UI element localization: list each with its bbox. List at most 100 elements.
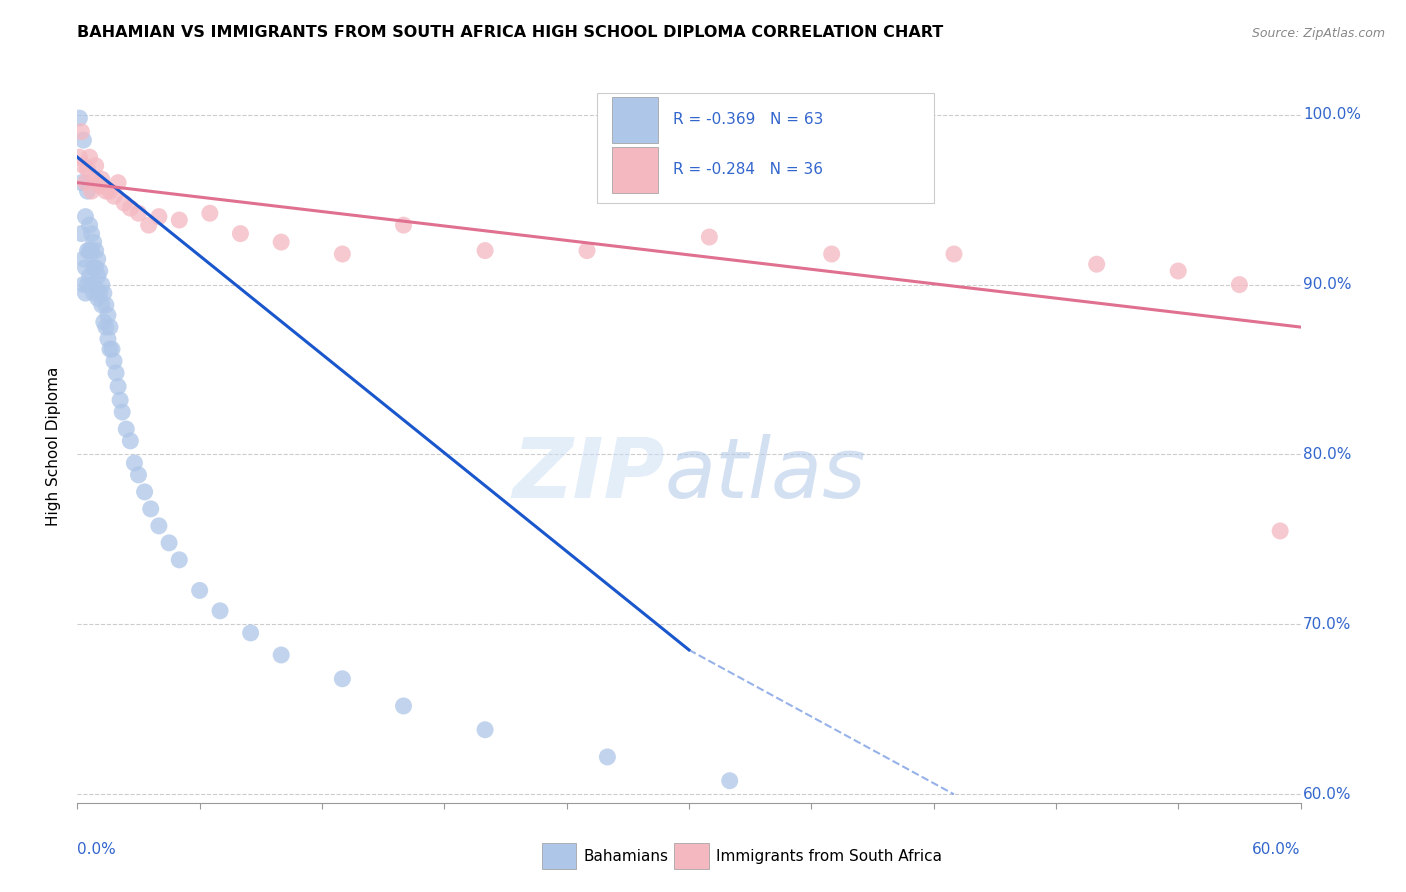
Point [89,179,111,194]
Point [1268,524,1291,538]
FancyBboxPatch shape [675,844,709,869]
Point [70,227,93,241]
Point [80,184,103,198]
Text: 0.0%: 0.0% [77,842,117,857]
Point [75,176,97,190]
Point [127,206,149,220]
Point [80,244,103,258]
Point [79,269,101,284]
Point [83,260,105,275]
Point [98,320,121,334]
Point [108,393,131,408]
Point [98,184,121,198]
Point [138,218,160,232]
Point [270,235,292,249]
Point [72,133,94,147]
Point [332,672,354,686]
FancyBboxPatch shape [598,93,934,203]
Point [75,260,97,275]
Text: 100.0%: 100.0% [1303,107,1361,122]
Point [1085,257,1108,271]
Point [75,286,97,301]
Point [79,150,101,164]
Point [84,159,107,173]
Point [98,342,121,356]
Point [97,332,120,346]
Point [127,467,149,482]
Point [120,201,142,215]
Point [83,172,105,186]
Point [87,291,110,305]
Point [89,264,111,278]
Point [107,379,129,393]
Text: 70.0%: 70.0% [1303,617,1351,632]
Text: R = -0.369   N = 63: R = -0.369 N = 63 [673,112,824,128]
Point [596,750,619,764]
Point [94,320,117,334]
Point [103,354,125,368]
Point [111,405,134,419]
Point [89,286,111,301]
Text: R = -0.284   N = 36: R = -0.284 N = 36 [673,162,823,178]
Point [392,698,415,713]
Point [270,648,292,662]
Point [83,235,105,249]
Point [198,206,221,220]
Point [76,277,98,292]
Point [124,456,146,470]
Point [188,583,211,598]
Point [94,298,117,312]
Point [134,484,156,499]
Point [942,247,965,261]
Point [139,501,162,516]
Point [67,111,90,125]
Text: Source: ZipAtlas.com: Source: ZipAtlas.com [1251,27,1385,40]
Point [239,626,262,640]
Point [84,281,107,295]
FancyBboxPatch shape [543,844,576,869]
Point [90,172,112,186]
Point [76,244,98,258]
Point [105,366,128,380]
Text: 80.0%: 80.0% [1303,447,1351,462]
Point [1229,277,1251,292]
Point [87,269,110,284]
FancyBboxPatch shape [612,146,658,193]
Text: 60.0%: 60.0% [1303,787,1351,802]
Point [208,604,231,618]
Text: ZIP: ZIP [512,434,665,515]
Point [75,210,97,224]
Text: Immigrants from South Africa: Immigrants from South Africa [716,849,942,863]
Text: BAHAMIAN VS IMMIGRANTS FROM SOUTH AFRICA HIGH SCHOOL DIPLOMA CORRELATION CHART: BAHAMIAN VS IMMIGRANTS FROM SOUTH AFRICA… [77,25,943,40]
Text: 90.0%: 90.0% [1303,277,1351,292]
Text: 60.0%: 60.0% [1253,842,1301,857]
Point [80,227,103,241]
Point [103,189,125,203]
Point [157,536,180,550]
Point [93,286,115,301]
Point [474,723,496,737]
Point [821,247,844,261]
Point [474,244,496,258]
Point [72,252,94,266]
Point [120,434,142,448]
Point [148,519,170,533]
Point [84,260,107,275]
Point [1167,264,1189,278]
Text: Bahamians: Bahamians [583,849,669,863]
Text: atlas: atlas [665,434,866,515]
Point [70,125,93,139]
Y-axis label: High School Diploma: High School Diploma [46,367,62,525]
Point [699,230,721,244]
Point [80,277,103,292]
Point [115,422,138,436]
Point [576,244,599,258]
Point [229,227,252,241]
Point [79,244,101,258]
Point [84,244,107,258]
Point [718,773,741,788]
Point [93,315,115,329]
Point [332,247,354,261]
Point [148,210,170,224]
Point [76,162,98,177]
